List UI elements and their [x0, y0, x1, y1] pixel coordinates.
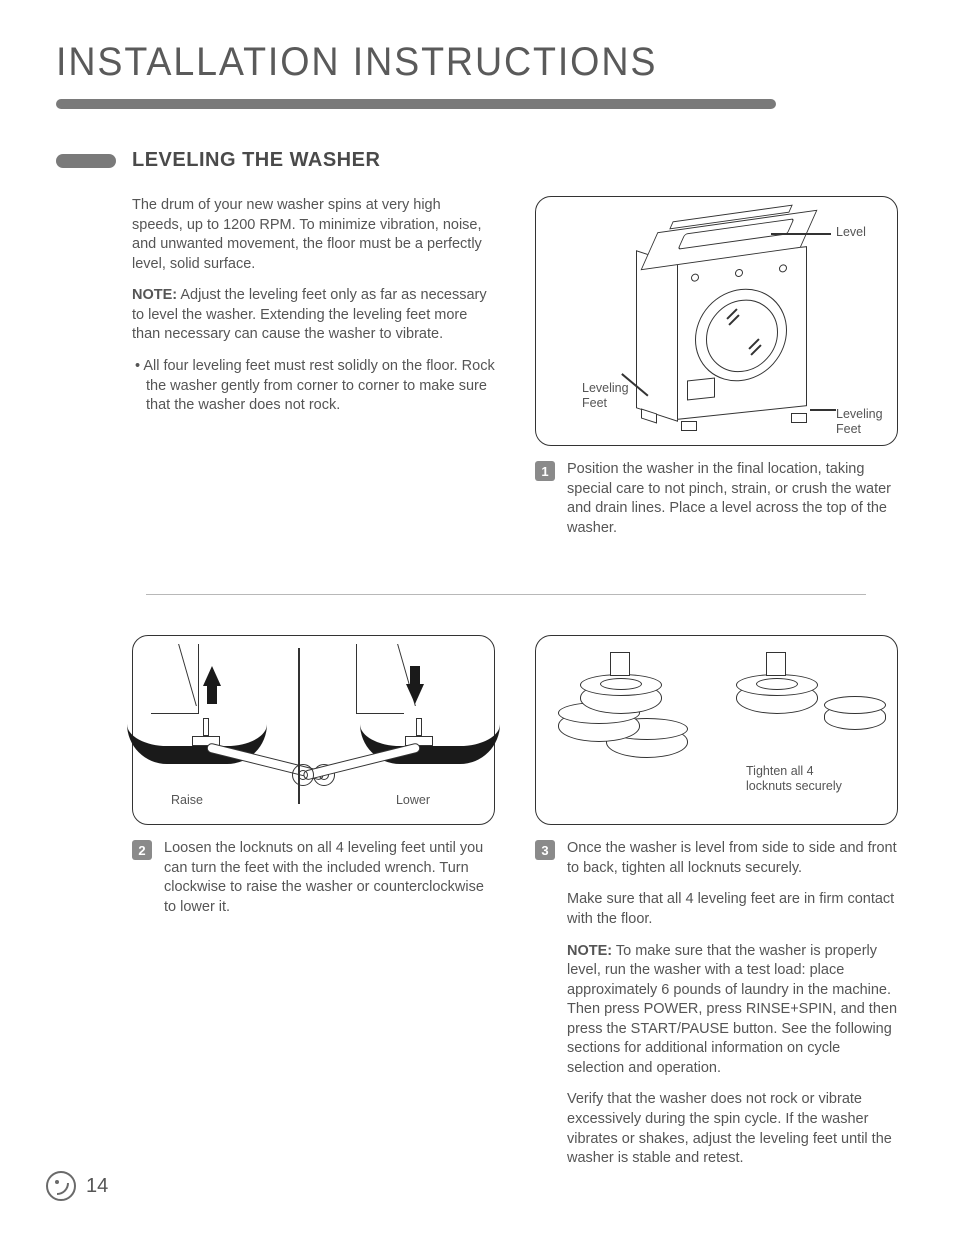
section-divider — [146, 594, 866, 595]
step-2: 2 Loosen the locknuts on all 4 leveling … — [132, 839, 495, 917]
step-3-note-text: To make sure that the washer is properly… — [567, 943, 897, 1076]
label-raise: Raise — [171, 793, 203, 808]
adjust-diagram: Raise Lower — [132, 635, 495, 825]
section-header: LEVELING THE WASHER — [56, 149, 898, 172]
section-pill-icon — [56, 154, 116, 168]
row-2: Raise Lower 2 Loosen the locknuts on all… — [56, 635, 898, 1192]
washer-diagram: Level Leveling Feet Leveling Feet — [535, 196, 898, 446]
intro-bullet: All four leveling feet must rest solidly… — [132, 357, 495, 416]
page-footer: 14 — [46, 1171, 108, 1201]
step-1: 1 Position the washer in the final locat… — [535, 460, 898, 538]
note-text: Adjust the leveling feet only as far as … — [132, 287, 487, 342]
step-2-badge: 2 — [132, 840, 152, 860]
row-1: The drum of your new washer spins at ver… — [56, 196, 898, 550]
step2-column: Raise Lower 2 Loosen the locknuts on all… — [56, 635, 495, 1192]
step-1-text: Position the washer in the final locatio… — [567, 460, 898, 538]
label-level: Level — [836, 225, 866, 240]
step-3: 3 Once the washer is level from side to … — [535, 839, 898, 1180]
section-title: LEVELING THE WASHER — [132, 149, 380, 172]
step3-column: Tighten all 4 locknuts securely 3 Once t… — [535, 635, 898, 1192]
intro-column: The drum of your new washer spins at ver… — [56, 196, 495, 550]
step-3-badge: 3 — [535, 840, 555, 860]
step-3-p1: Once the washer is level from side to si… — [567, 839, 898, 878]
washer-illustration — [631, 227, 811, 417]
step1-column: Level Leveling Feet Leveling Feet 1 Posi… — [535, 196, 898, 550]
label-feet-left: Leveling Feet — [582, 381, 629, 411]
step-3-p2: Make sure that all 4 leveling feet are i… — [567, 890, 898, 929]
title-accent-bar — [56, 99, 776, 109]
intro-note: NOTE: Adjust the leveling feet only as f… — [132, 286, 495, 345]
note-label: NOTE: — [132, 287, 177, 303]
label-tighten: Tighten all 4 locknuts securely — [746, 764, 842, 794]
tighten-diagram: Tighten all 4 locknuts securely — [535, 635, 898, 825]
step-3-p4: Verify that the washer does not rock or … — [567, 1090, 898, 1168]
step-3-note-label: NOTE: — [567, 943, 612, 959]
label-feet-right: Leveling Feet — [836, 407, 883, 437]
intro-paragraph: The drum of your new washer spins at ver… — [132, 196, 495, 274]
step-3-text: Once the washer is level from side to si… — [567, 839, 898, 1180]
main-title: INSTALLATION INSTRUCTIONS — [56, 40, 847, 85]
step-2-text: Loosen the locknuts on all 4 leveling fe… — [164, 839, 495, 917]
lg-logo-icon — [46, 1171, 76, 1201]
page-number: 14 — [86, 1175, 108, 1198]
label-lower: Lower — [396, 793, 430, 808]
step-3-note: NOTE: To make sure that the washer is pr… — [567, 942, 898, 1079]
step-1-badge: 1 — [535, 461, 555, 481]
